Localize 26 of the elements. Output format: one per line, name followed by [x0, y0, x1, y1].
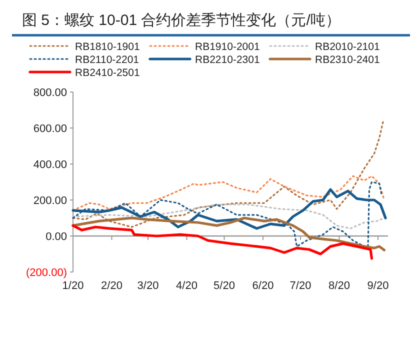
y-tick-label: 400.00 [33, 159, 67, 171]
x-tick-label: 5/20 [214, 280, 235, 292]
legend-label: RB2110-2201 [75, 54, 140, 66]
line-series [72, 224, 374, 260]
x-tick-label: 4/20 [176, 280, 198, 292]
line-series [72, 181, 383, 248]
x-tick-label: 7/20 [290, 280, 312, 292]
legend-label: RB2210-2301 [195, 54, 260, 66]
y-tick-label: 0.00 [46, 231, 67, 243]
legend-label: RB1910-2001 [195, 41, 260, 53]
y-tick-label: 800.00 [33, 87, 67, 99]
x-tick-label: 3/20 [137, 280, 159, 292]
x-tick-label: 2/20 [101, 280, 122, 292]
chart-title: 图 5：螺纹 10-01 合约价差季节性变化（元/吨） [22, 12, 340, 29]
y-tick-label: 600.00 [33, 123, 67, 135]
legend-label: RB2410-2501 [75, 67, 140, 79]
legend-label: RB2010-2101 [315, 41, 380, 53]
x-tick-label: 9/20 [367, 280, 389, 292]
y-tick-label: 200.00 [33, 195, 67, 207]
x-tick-label: 8/20 [328, 280, 350, 292]
legend-label: RB2310-2401 [315, 54, 380, 66]
x-tick-label: 1/20 [62, 280, 84, 292]
y-tick-label: (200.00) [26, 267, 67, 279]
legend-label: RB1810-1901 [75, 41, 140, 53]
line-series [72, 204, 386, 230]
x-tick-label: 6/20 [252, 280, 274, 292]
